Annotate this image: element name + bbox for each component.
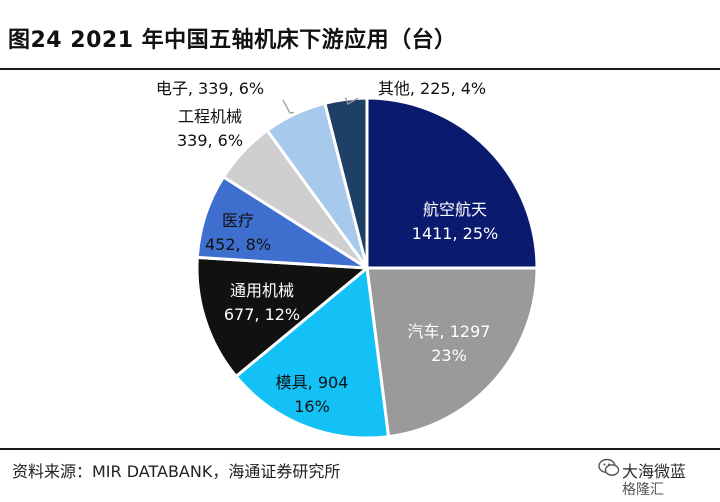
slice-label-3-line-0: 通用机械 bbox=[230, 281, 294, 300]
watermark-site: 格隆汇 bbox=[622, 482, 664, 498]
slice-label-2-line-1: 16% bbox=[294, 397, 330, 416]
slice-label-5-line-0: 工程机械 bbox=[178, 107, 242, 126]
slice-label-4-line-0: 医疗 bbox=[222, 211, 254, 230]
watermark: 大海微蓝 格隆汇 bbox=[598, 458, 716, 498]
leader-lines bbox=[282, 97, 359, 114]
pie-slice-1 bbox=[365, 266, 539, 439]
watermark-name: 大海微蓝 bbox=[622, 462, 687, 481]
pie-slice-3 bbox=[195, 255, 371, 379]
slice-label-0-line-1: 1411, 25% bbox=[412, 224, 498, 243]
slice-label-6-line-0: 电子, 339, 6% bbox=[156, 79, 264, 98]
slice-label-1-line-0: 汽车, 1297 bbox=[408, 322, 491, 341]
slice-label-5-line-1: 339, 6% bbox=[177, 131, 243, 150]
title-divider bbox=[0, 68, 720, 70]
leader-line-7 bbox=[344, 97, 359, 105]
slice-labels: 航空航天 1411, 25% 汽车, 1297 23% 模具, 904 16% 通用机械 67… bbox=[156, 79, 498, 416]
pie-slice-0 bbox=[365, 96, 539, 270]
source-divider bbox=[0, 448, 720, 450]
source-note: 资料来源：MIR DATABANK，海通证券研究所 bbox=[12, 462, 341, 481]
slice-label-1-line-1: 23% bbox=[431, 346, 467, 365]
wechat-icon bbox=[598, 458, 620, 476]
slice-label-4-line-1: 452, 8% bbox=[205, 235, 271, 254]
slice-label-3-line-1: 677, 12% bbox=[224, 305, 300, 324]
pie-slices bbox=[195, 96, 539, 440]
leader-line-6 bbox=[282, 99, 295, 114]
slice-label-2-line-0: 模具, 904 bbox=[276, 373, 349, 392]
slice-label-7-line-0: 其他, 225, 4% bbox=[378, 79, 486, 98]
slice-label-0-line-0: 航空航天 bbox=[423, 200, 487, 219]
chart-title: 图24 2021 年中国五轴机床下游应用（台） bbox=[8, 28, 457, 53]
pie-slice-2 bbox=[233, 265, 391, 440]
